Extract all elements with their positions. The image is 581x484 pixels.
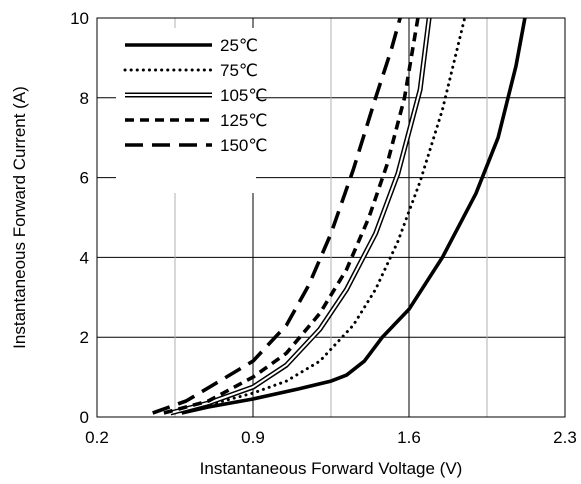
- legend: 25℃ 75℃ 105℃ 125℃ 150℃: [116, 28, 267, 193]
- y-tick-label: 0: [80, 408, 89, 427]
- x-tick-label: 1.6: [397, 428, 421, 447]
- series-line: [181, 17, 527, 415]
- tick-labels: 0 2 4 6 8 10 0.2 0.9 1.6 2.3: [70, 9, 577, 447]
- legend-label: 25℃: [220, 36, 258, 55]
- legend-label: 75℃: [220, 61, 258, 80]
- y-tick-label: 10: [70, 9, 89, 28]
- x-tick-label: 2.3: [553, 428, 577, 447]
- series-line: [163, 17, 420, 415]
- legend-label: 125℃: [220, 111, 267, 130]
- x-tick-label: 0.2: [85, 428, 109, 447]
- y-tick-label: 4: [80, 248, 89, 267]
- y-tick-label: 8: [80, 89, 89, 108]
- y-axis-label: Instantaneous Forward Current (A): [10, 86, 29, 349]
- series-line: [170, 17, 431, 414]
- y-tick-label: 2: [80, 328, 89, 347]
- series-lines: [152, 16, 527, 416]
- series-3: [163, 17, 420, 415]
- series-0: [181, 17, 527, 415]
- legend-label: 105℃: [220, 86, 267, 105]
- legend-background: [116, 28, 256, 193]
- series-4: [152, 17, 402, 415]
- series-line: [152, 17, 402, 415]
- x-axis-label: Instantaneous Forward Voltage (V): [200, 459, 463, 478]
- x-tick-label: 0.9: [241, 428, 265, 447]
- plot-frame: [96, 17, 566, 418]
- legend-label: 150℃: [220, 136, 267, 155]
- y-tick-label: 6: [80, 169, 89, 188]
- series-2: [169, 17, 432, 416]
